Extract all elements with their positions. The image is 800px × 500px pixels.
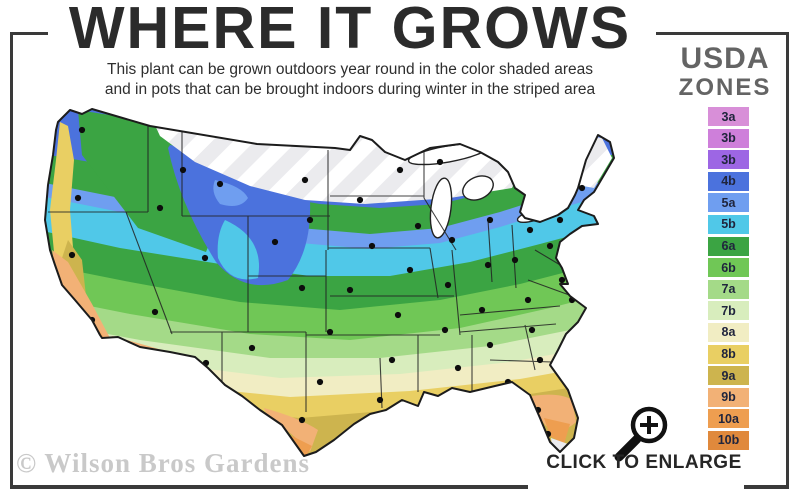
legend-zone-swatch-9a: 9a xyxy=(708,366,749,386)
city-dot xyxy=(151,308,159,316)
us-zone-map-svg xyxy=(44,108,615,457)
city-dot xyxy=(436,158,444,166)
legend-zone-swatch-7a: 7a xyxy=(708,279,749,299)
legend-zone-swatch-3b: 3b xyxy=(708,150,749,170)
city-dot xyxy=(556,216,564,224)
frame-left xyxy=(10,32,13,488)
frame-right xyxy=(786,32,789,488)
subtitle-line-1: This plant can be grown outdoors year ro… xyxy=(107,61,593,78)
legend-heading-usda: USDA xyxy=(680,42,770,75)
legend-zone-swatch-6b: 6b xyxy=(708,258,749,278)
legend-zone-swatch-10a: 10a xyxy=(708,409,749,429)
city-dot xyxy=(248,344,256,352)
city-dot xyxy=(78,126,86,134)
city-dot xyxy=(306,216,314,224)
city-dot xyxy=(326,328,334,336)
usda-zone-map xyxy=(20,100,665,485)
legend-zone-swatch-3a: 3a xyxy=(708,107,749,126)
city-dot xyxy=(388,356,396,364)
subtitle-line-2: and in pots that can be brought indoors … xyxy=(104,80,596,98)
city-dot xyxy=(511,256,519,264)
city-dot xyxy=(216,180,224,188)
subtitle: This plant can be grown outdoors year ro… xyxy=(30,60,670,100)
click-to-enlarge-label[interactable]: CLICK TO ENLARGE xyxy=(546,452,742,473)
city-dot xyxy=(201,254,209,262)
frame-bottom-right xyxy=(744,485,789,489)
city-dot xyxy=(298,284,306,292)
city-dot xyxy=(454,364,462,372)
city-dot xyxy=(558,276,566,284)
city-dot xyxy=(68,251,76,259)
legend-zone-swatch-6a: 6a xyxy=(708,236,749,256)
legend-heading: USDA ZONES xyxy=(660,44,790,102)
page-title: WHERE IT GROWS xyxy=(68,0,632,61)
watermark: © Wilson Bros Gardens xyxy=(16,448,310,478)
city-dot xyxy=(356,196,364,204)
city-dot xyxy=(448,236,456,244)
legend-zone-swatch-5b: 5b xyxy=(708,214,749,234)
city-dot xyxy=(414,222,422,230)
legend-zone-swatch-10b: 10b xyxy=(708,430,749,450)
city-dot xyxy=(578,184,586,192)
city-dot xyxy=(486,341,494,349)
city-dot xyxy=(394,311,402,319)
city-dot xyxy=(524,296,532,304)
city-dot xyxy=(316,378,324,386)
city-dot xyxy=(396,166,404,174)
city-dot xyxy=(179,166,187,174)
city-dot xyxy=(376,396,384,404)
city-dot xyxy=(346,286,354,294)
city-dot xyxy=(444,392,452,400)
legend-zone-swatch-5a: 5a xyxy=(708,193,749,213)
city-dot xyxy=(526,226,534,234)
city-dot xyxy=(156,204,164,212)
city-dot xyxy=(74,194,82,202)
city-dot xyxy=(154,350,162,358)
city-dot xyxy=(478,306,486,314)
legend-zone-swatch-3b: 3b xyxy=(708,128,749,148)
legend-zone-swatch-7b: 7b xyxy=(708,301,749,321)
legend-zone-swatch-4b: 4b xyxy=(708,171,749,191)
city-dot xyxy=(368,242,376,250)
city-dot xyxy=(301,176,309,184)
city-dot xyxy=(564,178,572,186)
city-dot xyxy=(528,326,536,334)
legend-zone-swatch-8b: 8b xyxy=(708,344,749,364)
city-dot xyxy=(406,266,414,274)
frame-top-left xyxy=(10,32,48,35)
city-dot xyxy=(486,216,494,224)
city-dot xyxy=(484,261,492,269)
frame-bottom-left xyxy=(10,485,528,489)
city-dot xyxy=(544,192,552,200)
legend-zone-swatch-9b: 9b xyxy=(708,387,749,407)
city-dot xyxy=(441,326,449,334)
frame-top-right xyxy=(656,32,789,35)
city-dot xyxy=(271,238,279,246)
city-dot xyxy=(444,281,452,289)
legend-heading-zones: ZONES xyxy=(678,74,772,101)
city-dot xyxy=(546,242,554,250)
usda-zones-legend: 3a 3b 3b 4b 5a 5b 6a 6b 7a 7b 8a 8b 9a 9b 10a 10b xyxy=(708,107,749,450)
city-dot xyxy=(298,416,306,424)
magnifier-plus-icon[interactable] xyxy=(606,398,676,473)
legend-zone-swatch-8a: 8a xyxy=(708,322,749,342)
city-dot xyxy=(536,356,544,364)
